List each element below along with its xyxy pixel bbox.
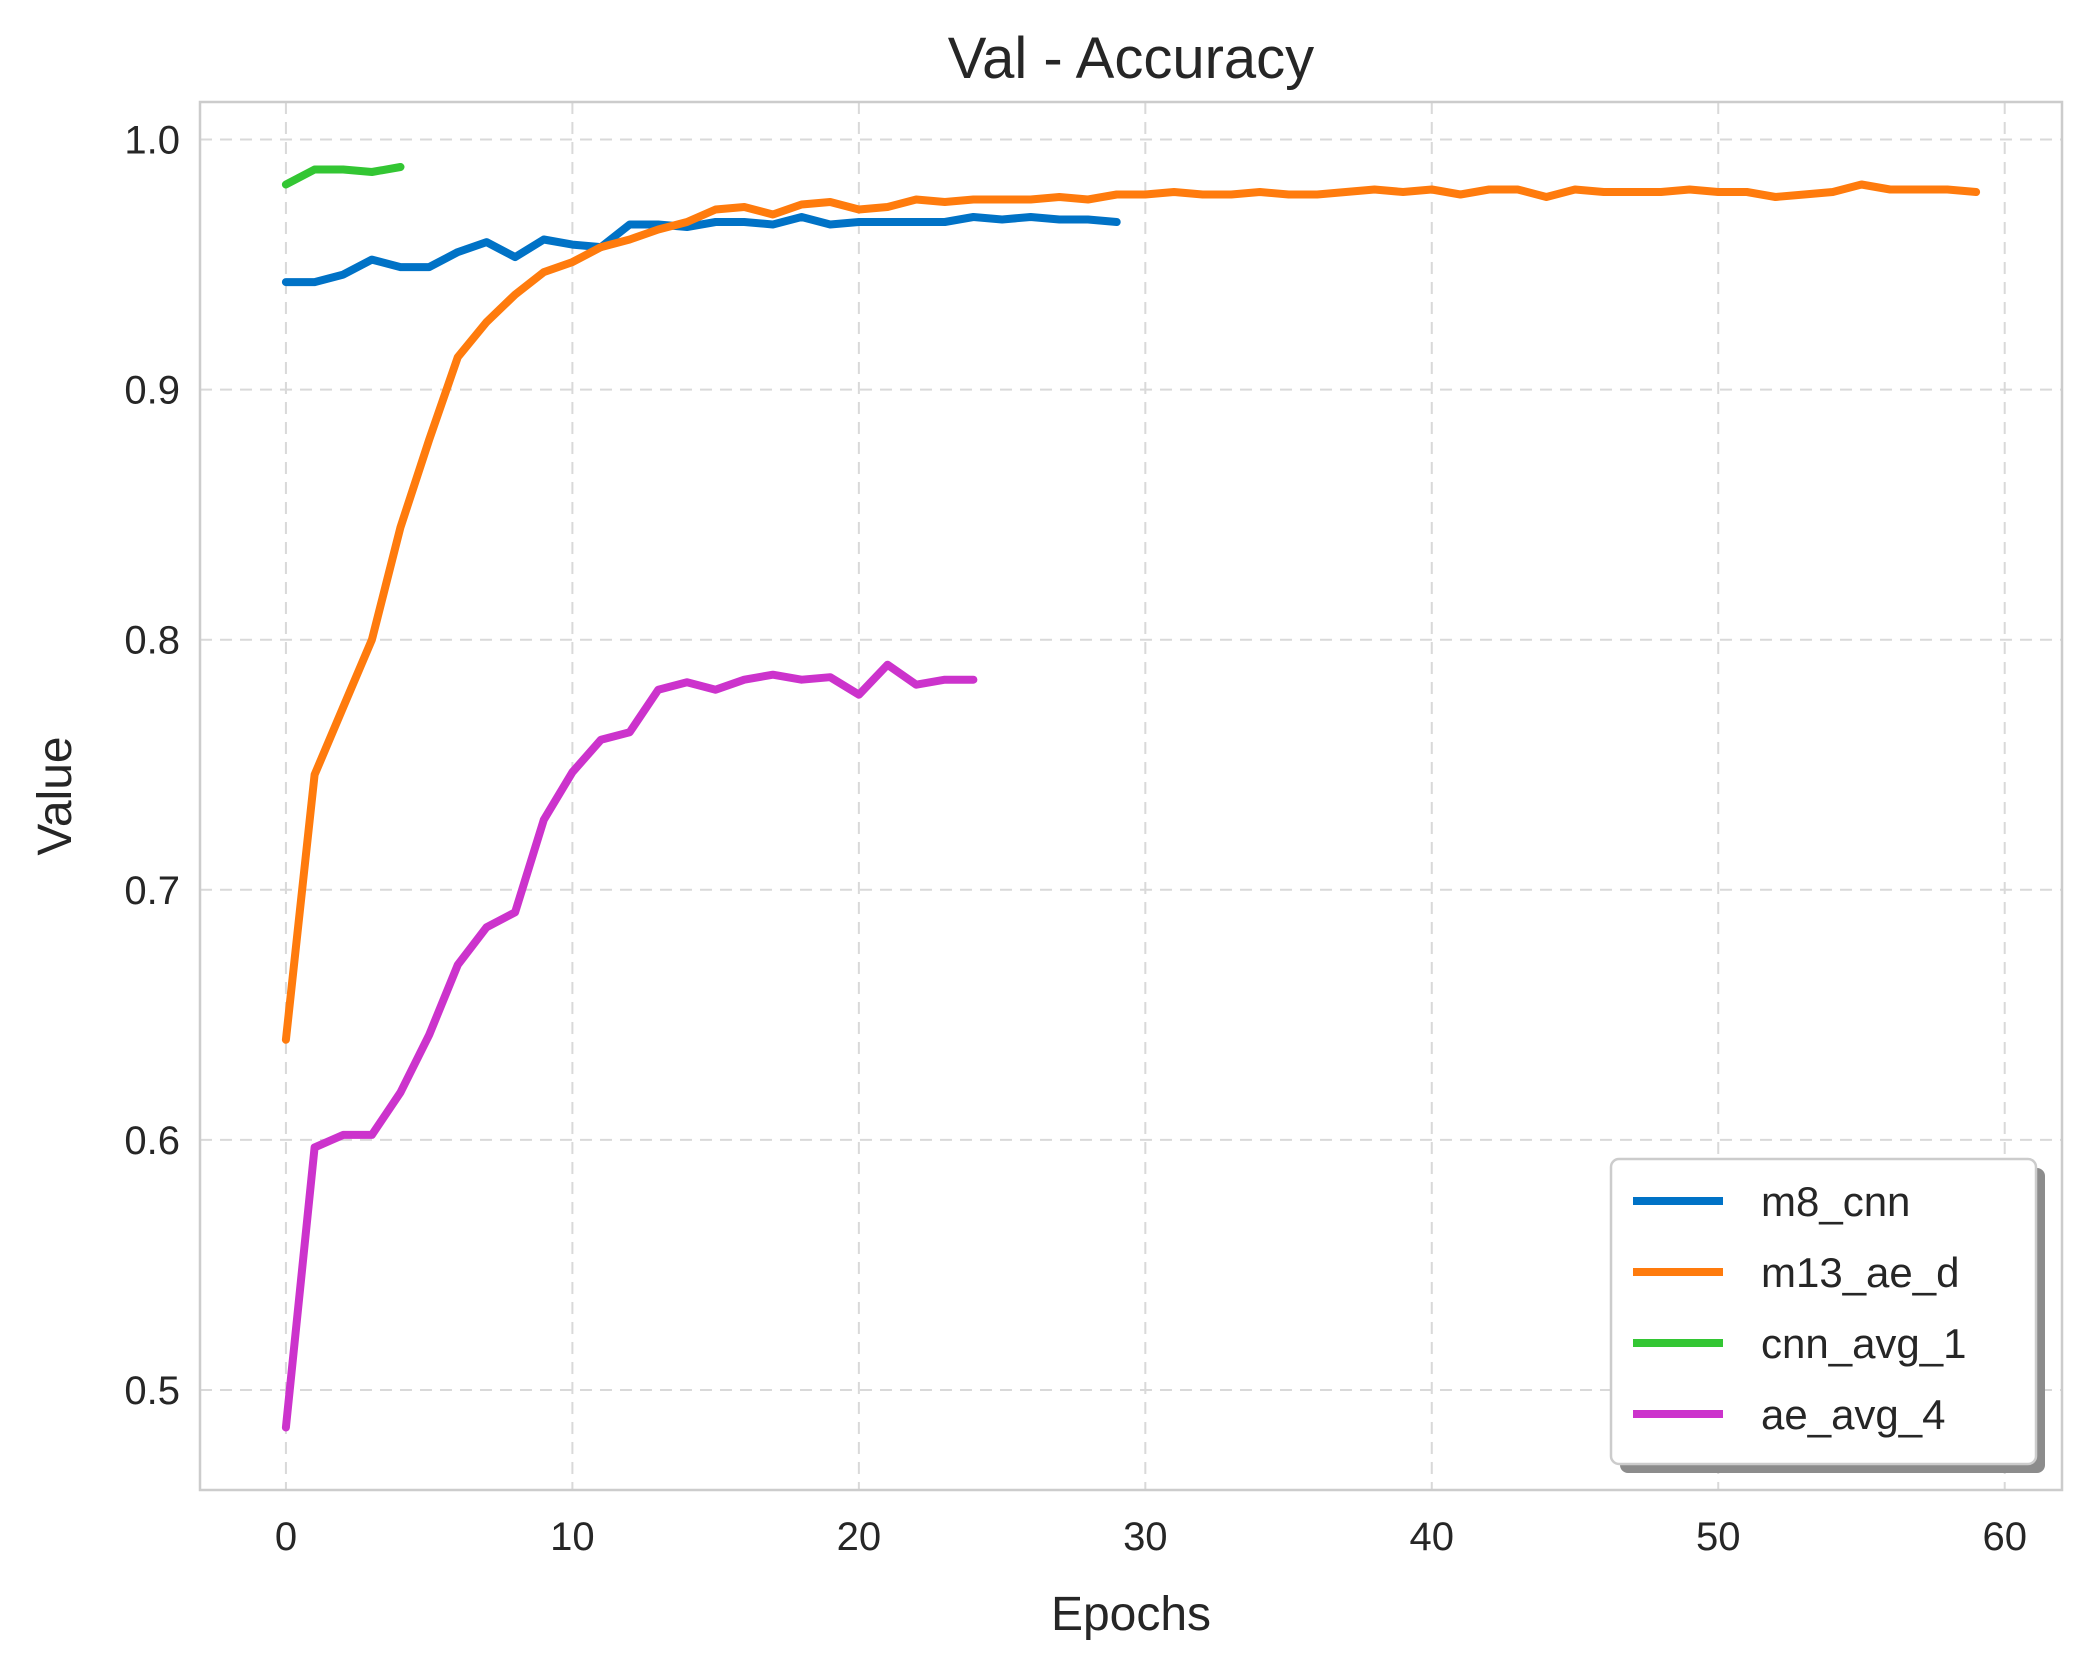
tick-labels: 0 10 20 30 40 50 60 0.5 0.6 0.7 0.8 0.9 1.0 <box>124 119 2027 1559</box>
x-tick-label: 60 <box>1982 1515 2027 1559</box>
x-axis-title: Epochs <box>1051 1588 1211 1641</box>
y-tick-label: 1.0 <box>124 119 180 163</box>
y-tick-label: 0.5 <box>124 1369 180 1413</box>
legend-label: m8_cnn <box>1761 1178 1910 1225</box>
legend-label: cnn_avg_1 <box>1761 1320 1967 1367</box>
y-tick-label: 0.9 <box>124 369 180 413</box>
legend-label: m13_ae_d <box>1761 1249 1960 1296</box>
y-tick-label: 0.8 <box>124 619 180 663</box>
series-line-cnn-avg-1 <box>281 163 405 189</box>
y-tick-label: 0.7 <box>124 869 180 913</box>
plot-area-frame <box>198 100 2064 1492</box>
series-line-ae-avg-4 <box>281 660 978 1432</box>
series-line-m13-ae-d <box>281 180 1981 1044</box>
x-tick-label: 30 <box>1123 1515 1168 1559</box>
legend-label: ae_avg_4 <box>1761 1391 1946 1438</box>
chart-title: Val - Accuracy <box>948 26 1314 91</box>
series-lines <box>281 163 1981 1432</box>
x-tick-label: 0 <box>275 1515 297 1559</box>
series-line-m8-cnn <box>281 213 1121 287</box>
legend-box <box>1609 1157 2038 1466</box>
x-tick-label: 20 <box>837 1515 882 1559</box>
legend: m8_cnn m13_ae_d cnn_avg_1 ae_avg_4 <box>1609 1157 2045 1473</box>
y-axis-title: Value <box>29 736 82 855</box>
grid <box>200 102 2062 1490</box>
x-tick-label: 50 <box>1696 1515 1741 1559</box>
y-tick-label: 0.6 <box>124 1119 180 1163</box>
x-tick-label: 10 <box>550 1515 595 1559</box>
x-tick-label: 40 <box>1410 1515 1455 1559</box>
